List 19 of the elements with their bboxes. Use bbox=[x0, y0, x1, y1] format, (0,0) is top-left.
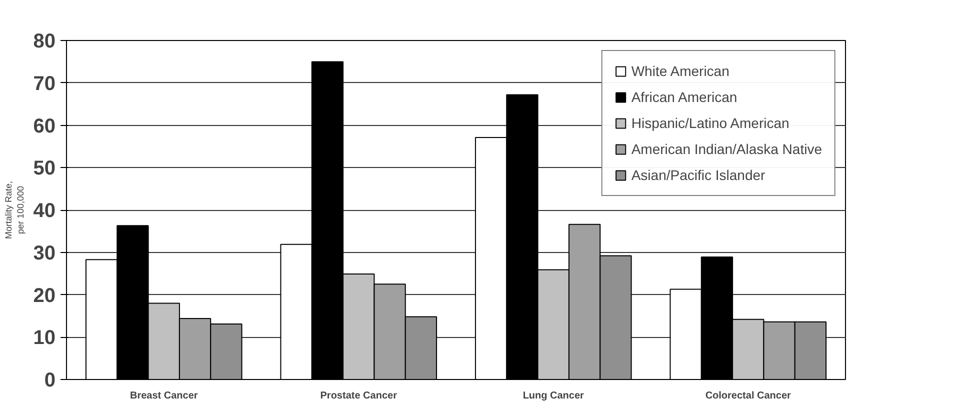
legend-label: White American bbox=[631, 63, 730, 79]
y-tick-label: 50 bbox=[33, 158, 56, 180]
y-tick-label: 40 bbox=[33, 200, 56, 222]
legend-label: Hispanic/Latino American bbox=[631, 115, 790, 131]
y-tick-label: 0 bbox=[44, 370, 56, 392]
y-tick-label: 70 bbox=[33, 72, 56, 95]
y-tick-label: 80 bbox=[33, 30, 56, 52]
x-tick-label: Prostate Cancer bbox=[320, 390, 398, 402]
y-tick-label: 10 bbox=[33, 327, 56, 350]
y-axis-title: Mortality Rate, per 100,000 bbox=[3, 180, 26, 240]
legend-label: Asian/Pacific Islander bbox=[631, 167, 766, 183]
x-tick-label: Lung Cancer bbox=[522, 390, 584, 402]
x-tick-label: Breast Cancer bbox=[130, 390, 198, 402]
x-tick-label: Colorectal Cancer bbox=[705, 390, 792, 402]
legend-label: African American bbox=[631, 89, 738, 105]
y-tick-label: 30 bbox=[33, 242, 56, 264]
y-tick-label: 60 bbox=[33, 115, 56, 138]
legend-label: American Indian/Alaska Native bbox=[631, 141, 822, 157]
y-tick-label: 20 bbox=[33, 284, 56, 307]
